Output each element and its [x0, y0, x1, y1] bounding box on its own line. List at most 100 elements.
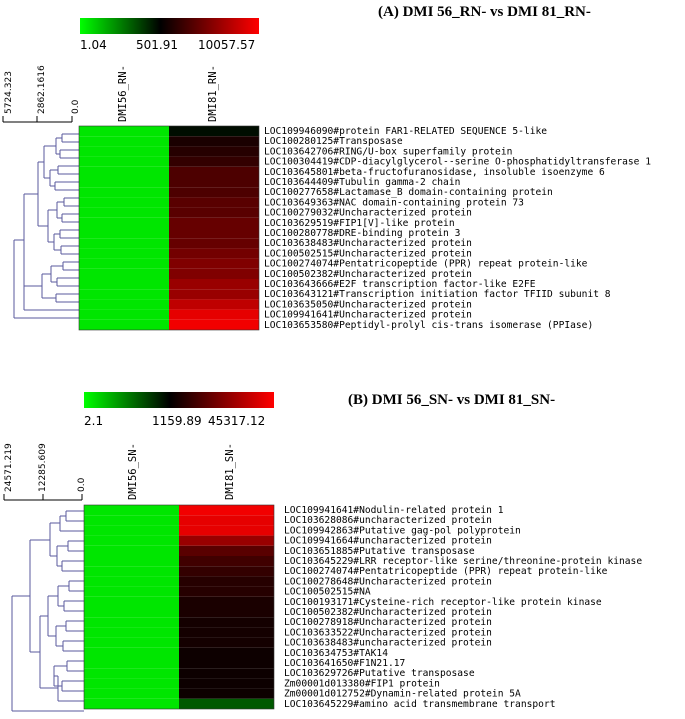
panel-b-cell-r12-c2	[179, 617, 274, 628]
panel-b-row-label-11: LOC100502382#Uncharacterized protein	[284, 607, 492, 618]
panel-a-dendrogram	[13, 133, 79, 319]
panel-b-cell-r15-c1	[84, 647, 179, 658]
panel-b-cell-r1-c1	[84, 505, 179, 516]
panel-b-cell-r19-c2	[179, 688, 274, 699]
panel-b-row-labels: LOC109941641#Nodulin-related protein 1LO…	[284, 505, 642, 710]
panel-a-cell-r14-c1	[79, 258, 169, 269]
panel-b-cell-r7-c2	[179, 566, 274, 577]
panel-b-cell-r15-c2	[179, 647, 274, 658]
panel-a-row-label-4: LOC100304419#CDP-diacylglycerol--serine …	[264, 157, 651, 168]
panel-b-row-label-12: LOC100278918#Uncharacterized protein	[284, 617, 492, 628]
panel-b-cell-r14-c1	[84, 637, 179, 648]
panel-a-cell-r12-c1	[79, 238, 169, 249]
panel-a-row-label-3: LOC103642706#RING/U-box superfamily prot…	[264, 146, 512, 157]
panel-a-row-label-16: LOC103643666#E2F transcription factor-li…	[264, 279, 536, 290]
panel-b-dendrogram	[11, 510, 84, 712]
panel-b-cell-r11-c2	[179, 607, 274, 618]
panel-a-row-label-2: LOC100280125#Transposase	[264, 136, 403, 147]
panel-a-column-label-2: DMI81_RN-	[207, 65, 219, 122]
panel-a-cell-r15-c2	[169, 268, 259, 279]
panel-a-legend-tick-high: 10057.57	[198, 38, 255, 52]
panel-b-cell-r7-c1	[84, 566, 179, 577]
panel-b-dendrogram-scale: 24571.219 12285.609 0.0	[3, 443, 87, 501]
panel-b-row-label-19: Zm00001d012752#Dynamin-related protein 5…	[284, 689, 521, 700]
panel-b-cell-r6-c2	[179, 556, 274, 567]
panel-a-cell-r15-c1	[79, 268, 169, 279]
panel-b-row-label-7: LOC100274074#Pentatricopeptide (PPR) rep…	[284, 566, 608, 577]
panel-b-legend-tick-low: 2.1	[84, 414, 103, 428]
panel-b-cell-r16-c1	[84, 658, 179, 669]
panel-a-cell-r8-c1	[79, 197, 169, 208]
panel-b-scale-label-zero: 0.0	[77, 477, 87, 492]
panel-b-color-legend	[84, 392, 274, 408]
panel-a-row-label-9: LOC100279032#Uncharacterized protein	[264, 208, 472, 219]
panel-a-cell-r9-c2	[169, 207, 259, 218]
panel-a-cell-r16-c2	[169, 279, 259, 290]
panel-a-cell-r4-c1	[79, 156, 169, 167]
panel-a-cell-r18-c1	[79, 299, 169, 310]
panel-a-cell-r20-c2	[169, 319, 259, 330]
panel-a-cell-r11-c2	[169, 228, 259, 239]
panel-b-cell-r10-c2	[179, 596, 274, 607]
panel-a-column-label-1: DMI56_RN-	[117, 65, 129, 122]
panel-b-heatmap	[83, 504, 275, 710]
panel-b-row-label-9: LOC100502515#NA	[284, 587, 371, 598]
panel-a-cell-r3-c2	[169, 146, 259, 157]
panel-a-cell-r6-c1	[79, 177, 169, 188]
panel-b-row-label-20: LOC103645229#amino acid transmembrane tr…	[284, 699, 555, 710]
panel-b-cell-r11-c1	[84, 607, 179, 618]
panel-b-scale-label-max: 24571.219	[4, 443, 14, 492]
panel-b-cell-r18-c1	[84, 678, 179, 689]
panel-b-heatmap-frame	[83, 504, 275, 710]
panel-a-legend-tick-low: 1.04	[80, 38, 107, 52]
panel-a-legend-tick-mid: 501.91	[136, 38, 178, 52]
panel-a-scale-label-max: 5724.323	[4, 71, 14, 114]
panel-b-cell-r9-c2	[179, 586, 274, 597]
panel-a-cell-r7-c2	[169, 187, 259, 198]
panel-a-row-labels: LOC109946090#protein FAR1-RELATED SEQUEN…	[264, 126, 651, 331]
panel-b-cell-r17-c2	[179, 668, 274, 679]
panel-b-row-label-5: LOC103651885#Putative transposase	[284, 546, 475, 557]
panel-a-row-label-12: LOC103638483#Uncharacterized protein	[264, 238, 472, 249]
panel-b-row-label-13: LOC103633522#Uncharacterized protein	[284, 627, 492, 638]
panel-b-cell-r6-c1	[84, 556, 179, 567]
panel-a-cell-r8-c2	[169, 197, 259, 208]
panel-a-cell-r18-c2	[169, 299, 259, 310]
panel-b-cell-r9-c1	[84, 586, 179, 597]
panel-b-cell-r4-c1	[84, 535, 179, 546]
panel-b-cell-r3-c2	[179, 525, 274, 536]
panel-b-legend-tick-mid: 1159.89	[152, 414, 202, 428]
panel-a-cell-r11-c1	[79, 228, 169, 239]
panel-a-cell-r5-c2	[169, 166, 259, 177]
panel-a-color-legend	[80, 18, 259, 34]
panel-a-heatmap-frame	[78, 125, 260, 331]
panel-a-cell-r10-c1	[79, 217, 169, 228]
panel-b: (B) DMI 56_SN- vs DMI 81_SN- 2.1 1159.89…	[3, 392, 642, 712]
panel-b-title: (B) DMI 56_SN- vs DMI 81_SN-	[348, 392, 555, 408]
panel-a-row-label-1: LOC109946090#protein FAR1-RELATED SEQUEN…	[264, 126, 547, 137]
panel-b-legend-tick-high: 45317.12	[208, 414, 265, 428]
panel-a-cell-r12-c2	[169, 238, 259, 249]
panel-b-cell-r1-c2	[179, 505, 274, 516]
panel-a-cell-r13-c2	[169, 248, 259, 259]
panel-a-row-label-17: LOC103643121#Transcription initiation fa…	[264, 289, 611, 300]
panel-a-cell-r10-c2	[169, 217, 259, 228]
panel-a-cell-r6-c2	[169, 177, 259, 188]
panel-b-row-label-10: LOC100193171#Cysteine-rich receptor-like…	[284, 597, 602, 608]
panel-b-cell-r5-c1	[84, 545, 179, 556]
panel-b-cell-r2-c1	[84, 515, 179, 526]
panel-a-cell-r17-c2	[169, 289, 259, 300]
panel-a-row-label-15: LOC100502382#Uncharacterized protein	[264, 269, 472, 280]
panel-a-row-label-7: LOC100277658#Lactamase_B domain-containi…	[264, 187, 553, 198]
panel-a-row-label-13: LOC100502515#Uncharacterized protein	[264, 248, 472, 259]
panel-b-cell-r19-c1	[84, 688, 179, 699]
panel-b-cell-r8-c2	[179, 576, 274, 587]
panel-a-cell-r16-c1	[79, 279, 169, 290]
panel-b-row-label-8: LOC100278648#Uncharacterized protein	[284, 576, 492, 587]
panel-a-cell-r20-c1	[79, 319, 169, 330]
panel-a-row-label-10: LOC103629519#FIP1[V]-like protein	[264, 218, 455, 229]
panel-a-cell-r13-c1	[79, 248, 169, 259]
panel-a-cell-r3-c1	[79, 146, 169, 157]
panel-b-cell-r13-c1	[84, 627, 179, 638]
